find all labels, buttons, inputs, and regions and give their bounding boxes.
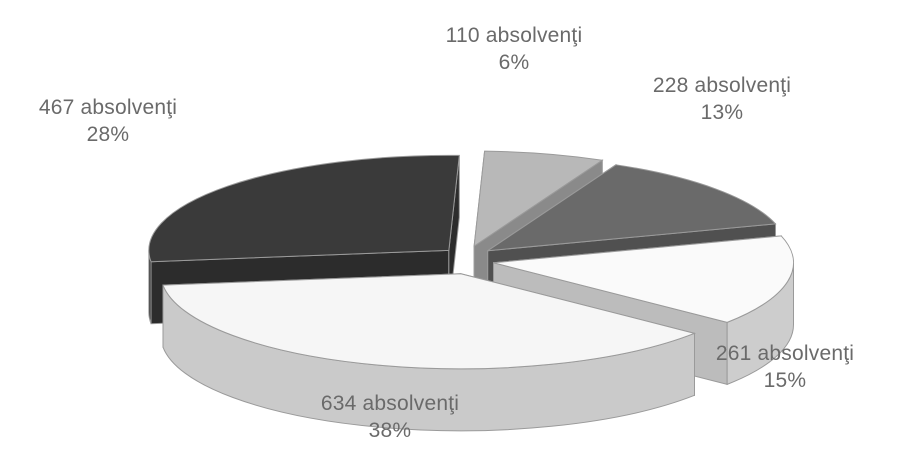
slice-count-label: 110 absolvenţi [445, 24, 583, 47]
slice-count-label: 467 absolvenţi [38, 96, 178, 119]
slice-count-label: 261 absolvenţi [715, 342, 855, 365]
slice-top-face [162, 273, 697, 370]
slice-percent-label: 6% [498, 51, 530, 74]
slice-label-467: 467 absolvenţi 28% [8, 94, 208, 148]
slice-percent-label: 38% [368, 419, 412, 442]
slice-label-228: 228 absolvenţi 13% [612, 72, 832, 126]
slice-label-261: 261 absolvenţi 15% [675, 340, 895, 394]
slice-top-face [493, 235, 794, 323]
slice-top-face [473, 150, 604, 248]
slice-label-634: 634 absolvenţi 38% [280, 390, 500, 444]
slice-top-face [487, 164, 777, 252]
slice-percent-label: 13% [700, 101, 744, 124]
slice-count-label: 634 absolvenţi [320, 392, 460, 415]
pie-slice [162, 273, 697, 432]
slice-label-110: 110 absolvenţi 6% [404, 22, 624, 76]
slice-percent-label: 15% [763, 369, 807, 392]
slice-count-label: 228 absolvenţi [652, 74, 792, 97]
slice-percent-label: 28% [86, 123, 130, 146]
slice-top-face [148, 154, 460, 263]
